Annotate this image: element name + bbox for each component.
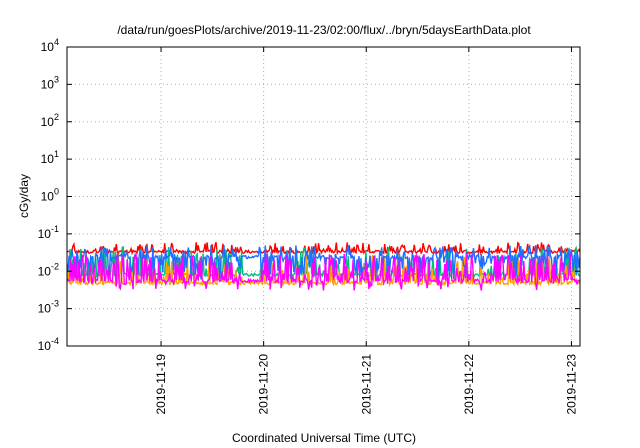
y-tick-label: 102 — [41, 112, 59, 129]
y-tick-exponent: 1 — [54, 149, 59, 159]
x-tick-label: 2019-11-19 — [154, 354, 168, 415]
x-tick-label: 2019-11-22 — [462, 354, 476, 415]
y-axis-label: cGy/day — [17, 174, 31, 218]
chart-title: /data/run/goesPlots/archive/2019-11-23/0… — [117, 23, 531, 37]
y-tick-label: 10-1 — [38, 224, 59, 241]
y-tick-exponent: 4 — [54, 37, 59, 47]
series-line — [66, 252, 581, 291]
y-tick-exponent: -2 — [51, 261, 59, 271]
y-tick-exponent: -4 — [51, 336, 59, 346]
y-tick-exponent: -3 — [51, 299, 59, 309]
x-tick-label: 2019-11-21 — [359, 354, 373, 415]
y-tick-exponent: 2 — [54, 112, 59, 122]
y-tick-exponent: 3 — [54, 74, 59, 84]
y-tick-label: 10-2 — [38, 261, 59, 278]
y-tick-label: 10-3 — [38, 299, 59, 316]
x-axis-label: Coordinated Universal Time (UTC) — [232, 431, 416, 445]
x-tick-label: 2019-11-23 — [564, 354, 578, 415]
y-tick-label: 100 — [41, 187, 59, 204]
x-tick-label: 2019-11-20 — [257, 354, 271, 415]
y-tick-exponent: -1 — [51, 224, 59, 234]
y-tick-exponent: 0 — [54, 187, 59, 197]
series-line — [66, 241, 581, 256]
y-tick-label: 101 — [41, 149, 59, 166]
y-tick-label: 10-4 — [38, 336, 59, 353]
y-tick-label: 103 — [41, 74, 59, 91]
grid-lines — [67, 46, 580, 347]
ticks: 10-410-310-210-11001011021031042019-11-1… — [38, 37, 580, 415]
y-tick-label: 104 — [41, 37, 59, 54]
series-group — [66, 241, 581, 291]
